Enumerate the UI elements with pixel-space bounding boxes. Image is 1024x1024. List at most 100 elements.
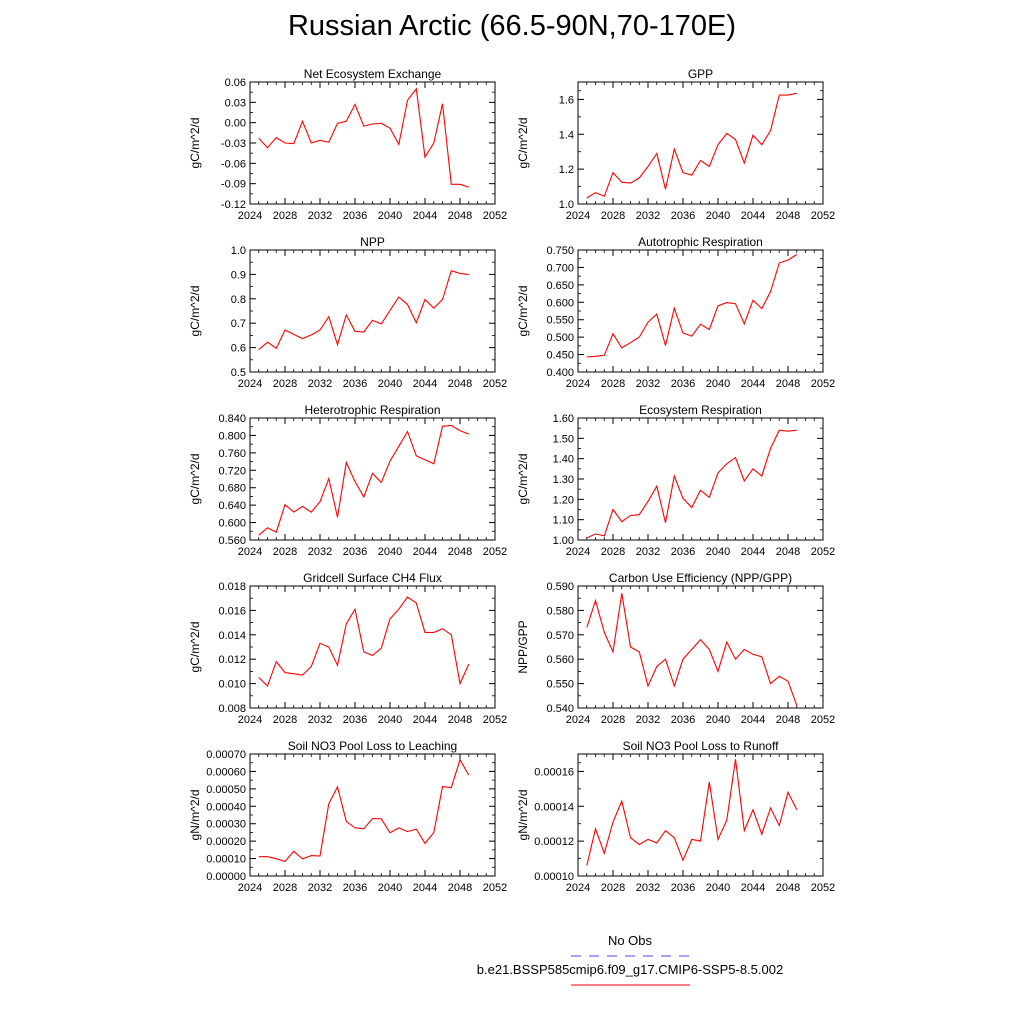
x-tick-label: 2032 bbox=[308, 546, 332, 558]
y-tick-label: 1.60 bbox=[553, 413, 574, 425]
y-tick-label: 1.20 bbox=[553, 494, 574, 506]
y-tick-label: 0.5 bbox=[231, 367, 246, 379]
y-tick-label: 0.016 bbox=[218, 605, 246, 617]
y-tick-label: 0.00070 bbox=[206, 749, 246, 761]
x-tick-label: 2052 bbox=[483, 378, 507, 390]
x-tick-label: 2032 bbox=[636, 714, 660, 726]
y-tick-label: 0.560 bbox=[546, 654, 574, 666]
panel-10: Soil NO3 Pool Loss to Runoff gN/m^2/d 2024… bbox=[516, 739, 835, 894]
y-tick-label: 1.0 bbox=[559, 199, 574, 211]
x-tick-label: 2044 bbox=[413, 882, 437, 894]
x-tick-label: 2024 bbox=[566, 210, 590, 222]
x-tick-label: 2028 bbox=[601, 378, 625, 390]
y-tick-label: 1.4 bbox=[559, 129, 574, 141]
x-tick-label: 2032 bbox=[636, 882, 660, 894]
y-axis-label: gC/m^2/d bbox=[188, 118, 202, 169]
x-tick-label: 2024 bbox=[238, 378, 262, 390]
x-tick-label: 2052 bbox=[483, 714, 507, 726]
x-tick-label: 2024 bbox=[566, 546, 590, 558]
x-tick-label: 2036 bbox=[343, 882, 367, 894]
y-tick-label: 0.00030 bbox=[206, 819, 246, 831]
x-tick-label: 2044 bbox=[413, 714, 437, 726]
x-tick-label: 2028 bbox=[273, 546, 297, 558]
y-axis-label: gC/m^2/d bbox=[516, 454, 530, 505]
y-tick-label: 0.6 bbox=[231, 343, 246, 355]
x-tick-label: 2028 bbox=[273, 714, 297, 726]
x-tick-label: 2044 bbox=[413, 210, 437, 222]
x-tick-label: 2036 bbox=[343, 378, 367, 390]
y-tick-label: 0.450 bbox=[546, 350, 574, 362]
x-tick-label: 2044 bbox=[413, 546, 437, 558]
x-tick-label: 2024 bbox=[566, 714, 590, 726]
y-tick-label: 0.010 bbox=[218, 679, 246, 691]
x-tick-label: 2052 bbox=[811, 882, 835, 894]
series-line bbox=[258, 758, 470, 863]
y-tick-label: 1.30 bbox=[553, 474, 574, 486]
y-axis-label: gC/m^2/d bbox=[188, 286, 202, 337]
plot-frame bbox=[577, 585, 824, 709]
x-tick-label: 2052 bbox=[483, 882, 507, 894]
y-axis-label: gC/m^2/d bbox=[188, 622, 202, 673]
x-tick-label: 2032 bbox=[308, 714, 332, 726]
plot-frame bbox=[249, 249, 496, 373]
y-tick-label: 1.50 bbox=[553, 433, 574, 445]
plot-frame bbox=[577, 753, 824, 877]
plot-frame bbox=[577, 249, 824, 373]
panel-title: Ecosystem Respiration bbox=[639, 403, 762, 417]
x-tick-label: 2028 bbox=[273, 378, 297, 390]
y-tick-label: 1.40 bbox=[553, 454, 574, 466]
x-tick-label: 2040 bbox=[706, 546, 730, 558]
panel-title: Autotrophic Respiration bbox=[638, 235, 763, 249]
series-line bbox=[586, 759, 798, 866]
panel-9: Soil NO3 Pool Loss to Leaching gN/m^2/d 20… bbox=[188, 739, 507, 894]
panel-title: Gridcell Surface CH4 Flux bbox=[303, 571, 442, 585]
x-tick-label: 2052 bbox=[483, 210, 507, 222]
x-tick-label: 2028 bbox=[601, 546, 625, 558]
plot-frame bbox=[249, 585, 496, 709]
y-tick-label: 0.720 bbox=[218, 465, 246, 477]
x-tick-label: 2044 bbox=[413, 378, 437, 390]
x-tick-label: 2036 bbox=[671, 546, 695, 558]
y-tick-label: 0.400 bbox=[546, 367, 574, 379]
y-axis-label: gC/m^2/d bbox=[188, 454, 202, 505]
x-tick-label: 2048 bbox=[448, 882, 472, 894]
y-axis-label: gN/m^2/d bbox=[516, 790, 530, 841]
series-line bbox=[586, 254, 798, 358]
panel-title: Soil NO3 Pool Loss to Runoff bbox=[623, 739, 780, 753]
panel-1: Net Ecosystem Exchange gC/m^2/d 2024 2028 20… bbox=[188, 67, 507, 222]
x-tick-label: 2040 bbox=[706, 714, 730, 726]
y-tick-label: 0.700 bbox=[546, 262, 574, 274]
y-axis-label: gC/m^2/d bbox=[516, 286, 530, 337]
x-tick-label: 2036 bbox=[343, 546, 367, 558]
y-tick-label: 1.2 bbox=[559, 164, 574, 176]
x-tick-label: 2024 bbox=[238, 714, 262, 726]
x-tick-label: 2044 bbox=[741, 714, 765, 726]
y-tick-label: 0.00040 bbox=[206, 801, 246, 813]
x-tick-label: 2052 bbox=[483, 546, 507, 558]
y-tick-label: 0.550 bbox=[546, 315, 574, 327]
x-tick-label: 2024 bbox=[566, 378, 590, 390]
x-tick-label: 2048 bbox=[448, 546, 472, 558]
x-tick-label: 2044 bbox=[741, 882, 765, 894]
x-tick-label: 2024 bbox=[566, 882, 590, 894]
series-line bbox=[258, 87, 469, 188]
y-tick-label: 0.8 bbox=[231, 294, 246, 306]
x-tick-label: 2028 bbox=[601, 714, 625, 726]
y-tick-label: -0.09 bbox=[221, 179, 246, 191]
x-tick-label: 2028 bbox=[601, 882, 625, 894]
x-tick-label: 2028 bbox=[273, 210, 297, 222]
x-tick-label: 2036 bbox=[343, 714, 367, 726]
y-tick-label: 1.10 bbox=[553, 515, 574, 527]
panel-7: Gridcell Surface CH4 Flux gC/m^2/d 2024 202… bbox=[188, 571, 507, 726]
y-tick-label: 0.00016 bbox=[534, 766, 574, 778]
y-tick-label: 0.650 bbox=[546, 280, 574, 292]
panel-title: Net Ecosystem Exchange bbox=[304, 67, 442, 81]
x-tick-label: 2032 bbox=[308, 882, 332, 894]
y-tick-label: 1.00 bbox=[553, 535, 574, 547]
y-tick-label: 0.008 bbox=[218, 703, 246, 715]
series-line bbox=[586, 92, 797, 199]
series-line bbox=[258, 596, 470, 687]
panel-title: Heterotrophic Respiration bbox=[304, 403, 440, 417]
plot-frame bbox=[577, 81, 824, 205]
y-axis-label: NPP/GPP bbox=[516, 620, 530, 673]
